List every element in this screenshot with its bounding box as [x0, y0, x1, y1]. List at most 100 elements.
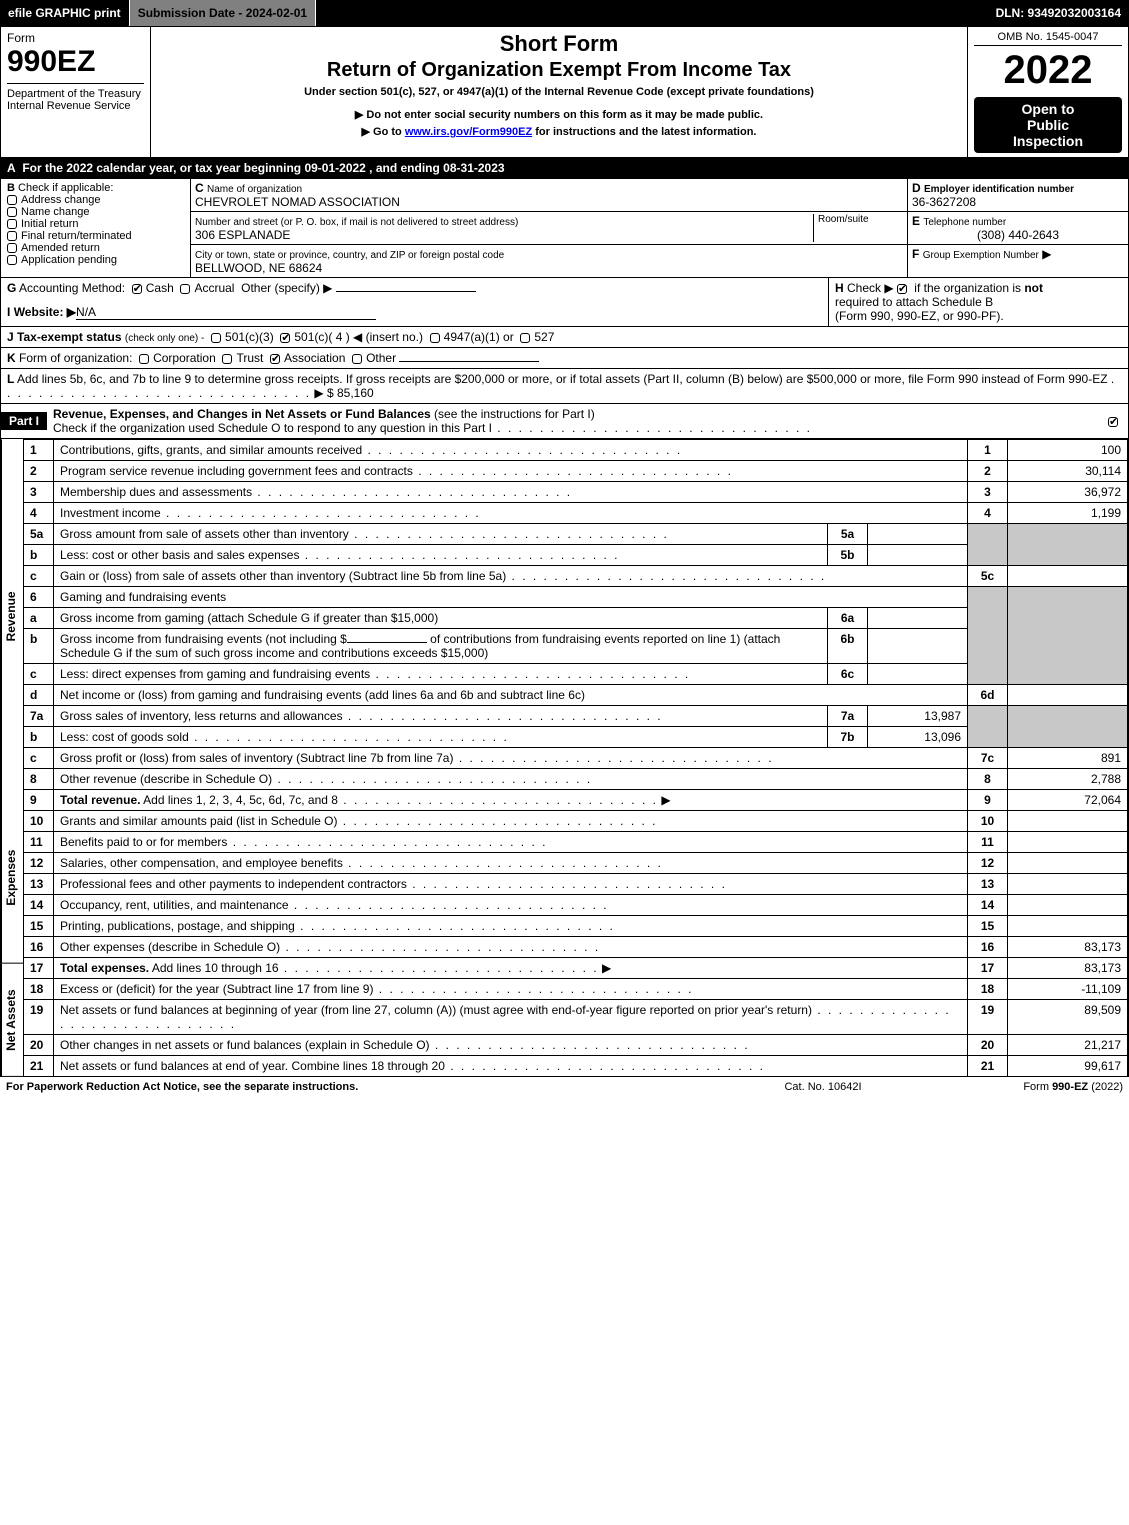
- chk-h[interactable]: [897, 284, 907, 294]
- l-arrow: ▶ $: [314, 386, 333, 400]
- bcdef-block: B Check if applicable: Address change Na…: [0, 179, 1129, 278]
- city-label: City or town, state or province, country…: [195, 250, 504, 261]
- pub1: Open to: [978, 101, 1118, 117]
- b-opt2: Initial return: [21, 218, 78, 230]
- d-label: Employer identification number: [924, 184, 1074, 195]
- part1-label: Part I: [1, 412, 47, 430]
- b-opt4: Amended return: [21, 242, 100, 254]
- submission-date: Submission Date - 2024-02-01: [130, 0, 316, 26]
- e-label: Telephone number: [923, 217, 1006, 228]
- footer-r-pre: Form: [1023, 1081, 1052, 1093]
- vlabel-netassets: Net Assets: [1, 964, 23, 1077]
- part1-body: Revenue Expenses Net Assets 1Contributio…: [0, 439, 1129, 1077]
- note2-post: for instructions and the latest informat…: [532, 126, 756, 138]
- part1-sub: (see the instructions for Part I): [434, 407, 595, 421]
- part1-heading: Revenue, Expenses, and Changes in Net As…: [53, 407, 431, 421]
- chk-4947[interactable]: [430, 333, 440, 343]
- form-header: Form 990EZ Department of the Treasury In…: [0, 26, 1129, 158]
- chk-cash[interactable]: [132, 284, 142, 294]
- h-t4: (Form 990, 990-EZ, or 990-PF).: [835, 309, 1004, 323]
- section-b: B Check if applicable: Address change Na…: [1, 179, 191, 277]
- dept-line1: Department of the Treasury: [7, 83, 144, 100]
- h-t2: if the organization is: [914, 281, 1024, 295]
- k-o3: Association: [284, 351, 345, 365]
- j-label: Tax-exempt status: [17, 330, 121, 344]
- k-o1: Corporation: [153, 351, 216, 365]
- f-label: Group Exemption Number: [923, 250, 1039, 261]
- ein: 36-3627208: [912, 195, 976, 209]
- page-footer: For Paperwork Reduction Act Notice, see …: [0, 1077, 1129, 1097]
- footer-left: For Paperwork Reduction Act Notice, see …: [6, 1081, 723, 1093]
- chk-other[interactable]: [352, 354, 362, 364]
- k-o2: Trust: [236, 351, 263, 365]
- part1-check-text: Check if the organization used Schedule …: [53, 421, 492, 435]
- chk-final[interactable]: [7, 231, 17, 241]
- g-accrual: Accrual: [194, 281, 234, 295]
- chk-part1[interactable]: [1108, 417, 1118, 427]
- pub3: Inspection: [978, 133, 1118, 149]
- k-o4: Other: [366, 351, 396, 365]
- k-label: Form of organization:: [19, 351, 132, 365]
- section-def: D Employer identification number36-36272…: [908, 179, 1128, 277]
- j-o2: 501(c)( 4 ) ◀ (insert no.): [294, 330, 423, 344]
- chk-trust[interactable]: [222, 354, 232, 364]
- pub2: Public: [978, 117, 1118, 133]
- note2-pre: ▶ Go to: [362, 126, 405, 138]
- chk-initial[interactable]: [7, 219, 17, 229]
- phone: (308) 440-2643: [912, 228, 1124, 242]
- f-arrow: ▶: [1042, 247, 1051, 261]
- street: 306 ESPLANADE: [195, 228, 290, 242]
- b-opt5: Application pending: [21, 254, 117, 266]
- dln-label: DLN: 93492032003164: [988, 0, 1129, 26]
- section-l: L Add lines 5b, 6c, and 7b to line 9 to …: [0, 369, 1129, 404]
- efile-label: efile GRAPHIC print: [0, 0, 130, 26]
- irs-link[interactable]: www.irs.gov/Form990EZ: [405, 126, 532, 138]
- header-left: Form 990EZ Department of the Treasury In…: [1, 27, 151, 157]
- h-t1: Check ▶: [847, 281, 894, 295]
- l-val: 85,160: [337, 386, 374, 400]
- chk-pending[interactable]: [7, 255, 17, 265]
- top-bar: efile GRAPHIC print Submission Date - 20…: [0, 0, 1129, 26]
- omb-number: OMB No. 1545-0047: [974, 31, 1122, 46]
- l-text: Add lines 5b, 6c, and 7b to line 9 to de…: [17, 372, 1108, 386]
- note-ssn: ▶ Do not enter social security numbers o…: [157, 108, 961, 121]
- public-inspection-box: Open to Public Inspection: [974, 97, 1122, 153]
- chk-527[interactable]: [520, 333, 530, 343]
- b-opt1: Name change: [21, 206, 90, 218]
- form-number: 990EZ: [7, 45, 144, 79]
- section-a: A For the 2022 calendar year, or tax yea…: [0, 158, 1129, 179]
- footer-r-form: 990-EZ: [1052, 1081, 1088, 1093]
- section-j: J Tax-exempt status (check only one) - 5…: [0, 327, 1129, 348]
- topbar-spacer: [316, 0, 987, 26]
- header-middle: Short Form Return of Organization Exempt…: [151, 27, 968, 157]
- chk-accrual[interactable]: [180, 284, 190, 294]
- org-name: CHEVROLET NOMAD ASSOCIATION: [195, 195, 400, 209]
- chk-name[interactable]: [7, 207, 17, 217]
- lines-table: 1Contributions, gifts, grants, and simil…: [23, 439, 1128, 1077]
- section-h: H Check ▶ if the organization is not req…: [828, 278, 1128, 326]
- b-opt3: Final return/terminated: [21, 230, 132, 242]
- vlabel-expenses: Expenses: [1, 793, 23, 964]
- chk-assoc[interactable]: [270, 354, 280, 364]
- c-label: Name of organization: [207, 184, 302, 195]
- section-g: G Accounting Method: Cash Accrual Other …: [1, 278, 828, 326]
- chk-address[interactable]: [7, 195, 17, 205]
- room-label: Room/suite: [813, 214, 903, 242]
- chk-501c[interactable]: [280, 333, 290, 343]
- footer-catno: Cat. No. 10642I: [723, 1081, 923, 1093]
- note-goto: ▶ Go to www.irs.gov/Form990EZ for instru…: [157, 125, 961, 138]
- website: N/A: [76, 305, 376, 320]
- footer-r-post: (2022): [1088, 1081, 1123, 1093]
- h-not: not: [1024, 281, 1043, 295]
- b-label: Check if applicable:: [18, 182, 113, 194]
- chk-amended[interactable]: [7, 243, 17, 253]
- chk-501c3[interactable]: [211, 333, 221, 343]
- title-return: Return of Organization Exempt From Incom…: [157, 59, 961, 82]
- g-cash: Cash: [146, 281, 174, 295]
- j-o3: 4947(a)(1) or: [444, 330, 514, 344]
- chk-corp[interactable]: [139, 354, 149, 364]
- street-label: Number and street (or P. O. box, if mail…: [195, 217, 518, 228]
- vlabel-revenue: Revenue: [1, 439, 23, 793]
- b-opt0: Address change: [21, 194, 101, 206]
- city: BELLWOOD, NE 68624: [195, 261, 322, 275]
